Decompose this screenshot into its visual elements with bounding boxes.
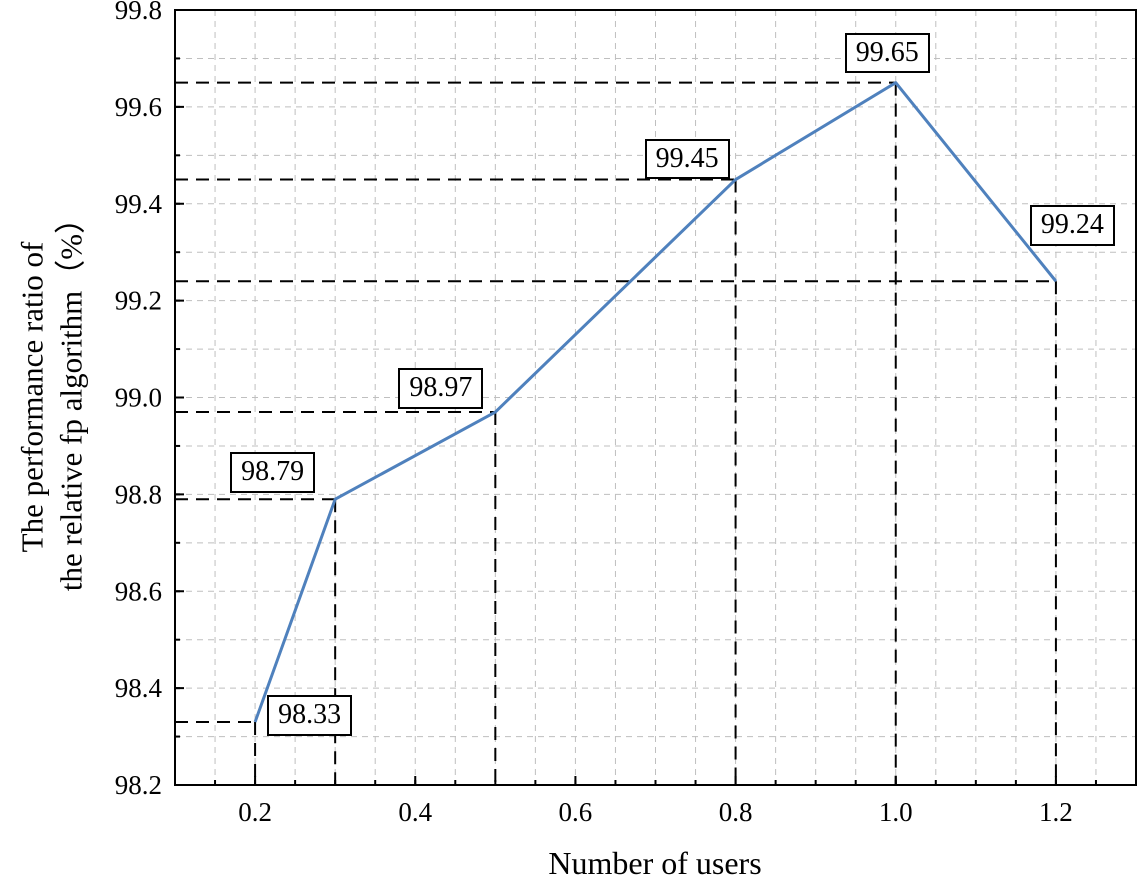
gridlines bbox=[175, 10, 1136, 785]
y-tick-label: 98.2 bbox=[115, 770, 162, 800]
point-label: 99.65 bbox=[844, 32, 930, 74]
y-tick-label: 99.2 bbox=[115, 286, 162, 316]
y-axis-title-line2: the relative fp algorithm（%） bbox=[53, 202, 88, 592]
y-tick-label: 99.4 bbox=[115, 189, 163, 219]
y-tick-label: 99.0 bbox=[115, 383, 162, 413]
y-axis-title: The performance ratio of the relative fp… bbox=[13, 17, 91, 777]
y-tick-label: 98.8 bbox=[115, 479, 162, 509]
y-axis-title-line1: The performance ratio of bbox=[14, 241, 50, 553]
droplines bbox=[175, 81, 1057, 785]
x-tick-label: 1.2 bbox=[1039, 797, 1073, 827]
point-label: 98.33 bbox=[267, 695, 353, 736]
point-label: 99.24 bbox=[1029, 205, 1115, 247]
x-tick-label: 0.6 bbox=[559, 797, 593, 827]
y-tick-label: 99.8 bbox=[115, 0, 162, 25]
x-tick-label: 0.2 bbox=[238, 797, 272, 827]
point-label: 98.79 bbox=[230, 452, 316, 494]
point-label: 98.97 bbox=[398, 368, 484, 409]
x-axis-title: Number of users bbox=[548, 845, 762, 881]
x-tick-label: 0.8 bbox=[719, 797, 753, 827]
x-tick-label: 1.0 bbox=[879, 797, 913, 827]
point-label: 99.45 bbox=[644, 138, 730, 180]
y-tick-label: 99.6 bbox=[115, 92, 162, 122]
tick-labels: 0.2 0.4 0.6 0.8 1.0 1.2 98.2 98.4 98.6 98.8 99.0 99… bbox=[115, 0, 1073, 827]
data-line bbox=[253, 81, 1058, 723]
axis-ticks bbox=[175, 9, 1097, 786]
y-tick-label: 98.4 bbox=[115, 673, 163, 703]
x-tick-label: 0.4 bbox=[398, 797, 432, 827]
y-tick-label: 98.6 bbox=[115, 576, 162, 606]
